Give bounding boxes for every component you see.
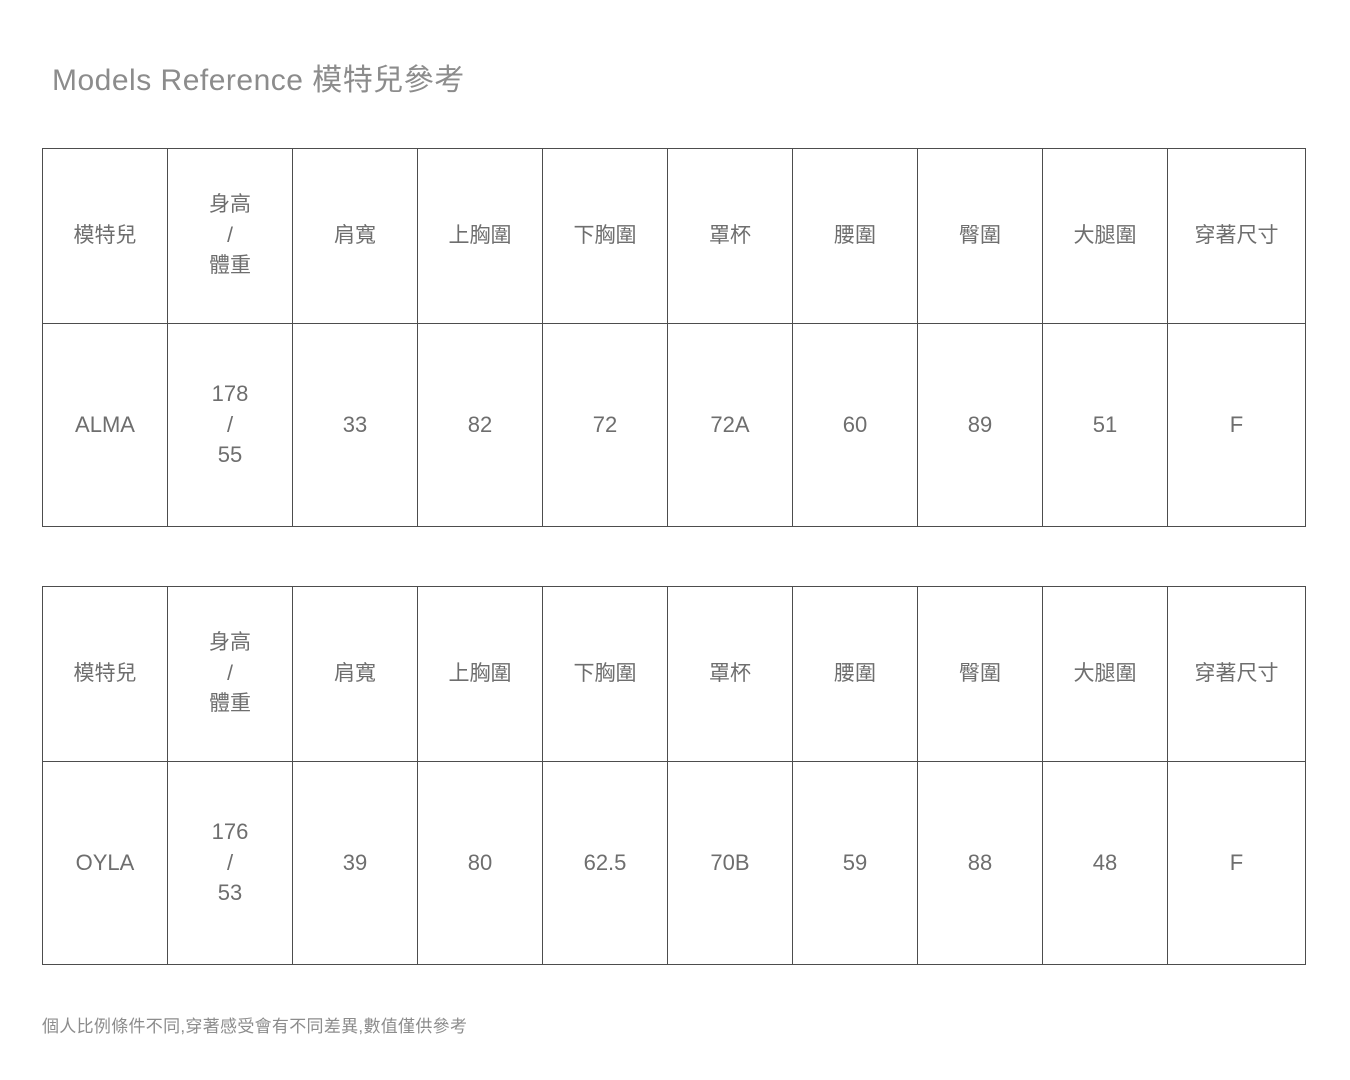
- cell-thigh: 51: [1042, 323, 1168, 527]
- cell-hip: 88: [917, 761, 1043, 965]
- cell-under-bust: 62.5: [542, 761, 668, 965]
- col-header-under-bust: 下胸圍: [542, 586, 668, 762]
- table-row: OYLA 176 / 53 39 80 62.5 70B 59 88 48 F: [42, 761, 1306, 965]
- cell-wearing-size: F: [1167, 323, 1306, 527]
- cell-cup: 70B: [667, 761, 793, 965]
- table-header-row: 模特兒 身高 / 體重 肩寬 上胸圍 下胸圍 罩杯 腰圍 臀圍 大腿圍 穿著尺寸: [42, 148, 1306, 324]
- col-header-upper-bust: 上胸圍: [417, 148, 543, 324]
- col-header-hip: 臀圍: [917, 586, 1043, 762]
- table-row: ALMA 178 / 55 33 82 72 72A 60 89 51 F: [42, 323, 1306, 527]
- models-table-oyla: 模特兒 身高 / 體重 肩寬 上胸圍 下胸圍 罩杯 腰圍 臀圍 大腿圍 穿著尺寸…: [42, 586, 1306, 965]
- col-header-waist: 腰圍: [792, 148, 918, 324]
- col-header-height-weight: 身高 / 體重: [167, 586, 293, 762]
- col-header-cup: 罩杯: [667, 586, 793, 762]
- cell-waist: 60: [792, 323, 918, 527]
- col-header-under-bust: 下胸圍: [542, 148, 668, 324]
- cell-model-name: OYLA: [42, 761, 168, 965]
- col-header-shoulder-width: 肩寬: [292, 586, 418, 762]
- col-header-thigh: 大腿圍: [1042, 148, 1168, 324]
- cell-thigh: 48: [1042, 761, 1168, 965]
- cell-upper-bust: 80: [417, 761, 543, 965]
- models-table-alma: 模特兒 身高 / 體重 肩寬 上胸圍 下胸圍 罩杯 腰圍 臀圍 大腿圍 穿著尺寸…: [42, 148, 1306, 527]
- col-header-thigh: 大腿圍: [1042, 586, 1168, 762]
- col-header-shoulder-width: 肩寬: [292, 148, 418, 324]
- disclaimer-text: 個人比例條件不同,穿著感受會有不同差異,數值僅供參考: [42, 1017, 468, 1036]
- cell-hip: 89: [917, 323, 1043, 527]
- cell-height-weight: 178 / 55: [167, 323, 293, 527]
- cell-under-bust: 72: [542, 323, 668, 527]
- cell-height-weight: 176 / 53: [167, 761, 293, 965]
- col-header-height-weight: 身高 / 體重: [167, 148, 293, 324]
- col-header-cup: 罩杯: [667, 148, 793, 324]
- col-header-wearing-size: 穿著尺寸: [1167, 148, 1306, 324]
- col-header-model: 模特兒: [42, 148, 168, 324]
- page-title: Models Reference 模特兒參考: [52, 64, 465, 97]
- cell-shoulder-width: 39: [292, 761, 418, 965]
- col-header-wearing-size: 穿著尺寸: [1167, 586, 1306, 762]
- cell-wearing-size: F: [1167, 761, 1306, 965]
- table-header-row: 模特兒 身高 / 體重 肩寬 上胸圍 下胸圍 罩杯 腰圍 臀圍 大腿圍 穿著尺寸: [42, 586, 1306, 762]
- col-header-waist: 腰圍: [792, 586, 918, 762]
- cell-cup: 72A: [667, 323, 793, 527]
- cell-waist: 59: [792, 761, 918, 965]
- cell-shoulder-width: 33: [292, 323, 418, 527]
- col-header-model: 模特兒: [42, 586, 168, 762]
- cell-model-name: ALMA: [42, 323, 168, 527]
- col-header-hip: 臀圍: [917, 148, 1043, 324]
- cell-upper-bust: 82: [417, 323, 543, 527]
- col-header-upper-bust: 上胸圍: [417, 586, 543, 762]
